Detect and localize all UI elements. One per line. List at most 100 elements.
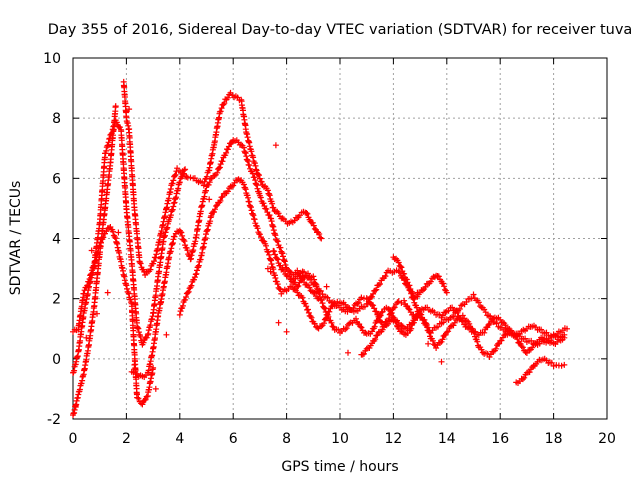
data-point-arc-h [475, 299, 482, 306]
x-tick-label: 10 [331, 431, 349, 447]
data-point-arc-b [73, 397, 80, 404]
data-point-arc-h [377, 281, 383, 287]
data-point-arc-g [325, 313, 332, 320]
data-point-arc-g [286, 273, 293, 280]
data-point-arc-f [321, 320, 327, 327]
data-point-arc-g [431, 341, 437, 348]
data-point-arc-e [238, 141, 245, 148]
chart-title: Day 355 of 2016, Sidereal Day-to-day VTE… [48, 22, 633, 38]
data-point-arc-k [401, 270, 408, 277]
data-point-arc-g [519, 344, 526, 351]
data-point-arc-i [413, 314, 420, 321]
data-point-arc-k [397, 263, 404, 270]
data-point-scattered [115, 229, 122, 236]
data-point-arc-d [270, 204, 277, 211]
data-point-arc-d [275, 210, 282, 217]
data-point-arc-i [374, 332, 381, 339]
data-point-arc-d [316, 231, 323, 237]
data-point-arc-k [427, 278, 434, 285]
x-tick-label: 6 [229, 431, 238, 447]
data-point-arc-g [529, 344, 536, 351]
data-point-scattered [83, 334, 90, 341]
data-point-arc-f [311, 320, 318, 327]
data-point-arc-k [410, 290, 416, 297]
data-point-arc-i [407, 321, 414, 328]
data-point-arc-i [379, 326, 386, 333]
data-point-arc-h [373, 286, 380, 293]
data-point-arc-g [329, 323, 336, 330]
data-point-arc-e [211, 172, 218, 179]
data-point-arc-d [151, 258, 157, 265]
data-point-arc-f [224, 188, 231, 195]
data-point-arc-c [135, 395, 142, 402]
data-point-arc-c [110, 228, 116, 235]
data-point-arc-h [370, 290, 377, 297]
data-point-arc-d [183, 173, 190, 180]
data-point-arc-j [519, 376, 526, 383]
data-point-arc-g [357, 323, 364, 330]
data-point-arc-g [398, 328, 405, 335]
data-point-scattered [158, 298, 165, 305]
data-point-arc-f [176, 311, 183, 318]
data-point-arc-g [447, 323, 454, 330]
data-point-arc-g [518, 343, 525, 350]
y-tick-label: 6 [52, 171, 61, 187]
data-point-arc-h [547, 337, 553, 344]
data-point-arc-e [180, 237, 187, 243]
data-point-arc-g [353, 315, 359, 322]
data-point-arc-e [184, 247, 191, 254]
data-point-arc-k [440, 280, 447, 287]
data-point-arc-k [431, 274, 438, 281]
data-point-arc-d [172, 171, 179, 178]
data-point-arc-e [206, 179, 213, 186]
data-point-arc-f [390, 305, 397, 312]
data-point-arc-h [372, 287, 379, 294]
data-point-arc-i [561, 331, 568, 338]
data-point-arc-e [273, 237, 280, 244]
data-point-arc-h [522, 335, 529, 342]
data-point-arc-i [409, 320, 416, 327]
data-point-arc-f [230, 182, 237, 189]
data-point-arc-g [374, 317, 381, 324]
data-point-arc-d [171, 172, 178, 179]
data-point-arc-d [217, 108, 224, 115]
data-point-arc-f [188, 282, 195, 289]
data-point-arc-h [382, 273, 389, 280]
data-point-arc-f [251, 216, 258, 223]
data-point-arc-f [256, 231, 263, 238]
data-point-arc-a [143, 334, 150, 341]
data-point-arc-h [413, 304, 420, 311]
data-point-arc-f [371, 305, 378, 312]
data-point-arc-f [355, 299, 362, 306]
data-point-arc-j [558, 362, 565, 369]
data-point-arc-e [181, 238, 188, 245]
data-point-scattered [94, 310, 100, 317]
data-point-arc-h [470, 291, 477, 298]
data-point-arc-i [415, 311, 421, 318]
data-point-arc-e [277, 244, 284, 251]
data-point-arc-a [117, 124, 123, 131]
data-point-arc-e [216, 164, 223, 171]
x-tick-label: 18 [545, 431, 563, 447]
data-point-arc-b [112, 103, 119, 110]
x-tick-label: 14 [438, 431, 456, 447]
data-point-arc-d [169, 180, 176, 187]
data-point-arc-i [436, 311, 443, 318]
data-point-arc-i [458, 317, 465, 324]
data-point-arc-c [142, 396, 149, 403]
y-tick-label: 2 [52, 292, 61, 308]
data-point-arc-e [257, 194, 264, 201]
data-point-arc-j [561, 361, 568, 368]
data-point-arc-g [439, 336, 446, 343]
data-point-arc-d [255, 171, 262, 178]
data-point-arc-h [375, 282, 382, 288]
data-point-arc-h [456, 306, 463, 312]
data-point-scattered [275, 319, 282, 326]
data-point-arc-h [329, 299, 336, 306]
data-point-arc-g [451, 319, 458, 326]
data-point-arc-k [422, 284, 429, 290]
data-point-arc-f [177, 308, 184, 315]
data-point-arc-e [219, 158, 226, 165]
data-point-arc-d [317, 234, 324, 241]
